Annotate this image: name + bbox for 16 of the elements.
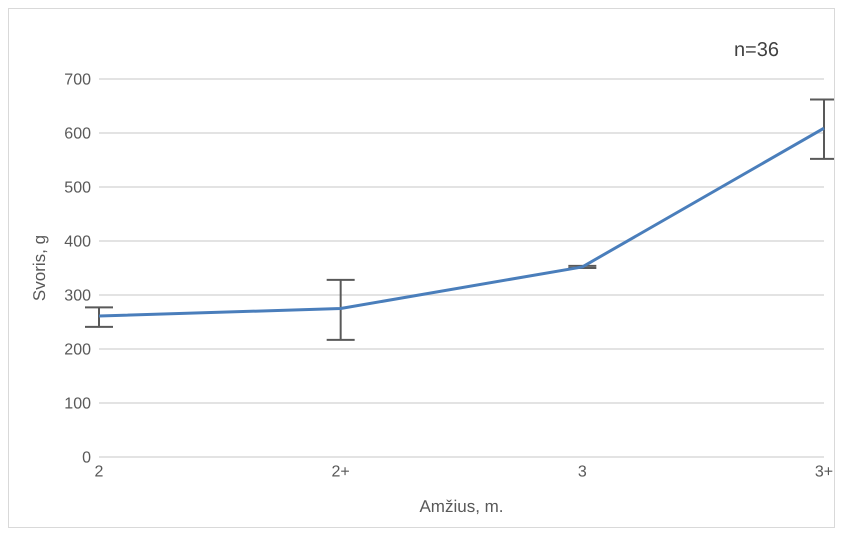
x-tick-label: 2 xyxy=(94,463,104,480)
y-tick-label: 500 xyxy=(64,180,92,197)
y-tick-label: 200 xyxy=(64,342,92,359)
x-tick-label: 3 xyxy=(578,463,587,480)
y-tick-label: 0 xyxy=(82,450,92,467)
y-tick-label: 300 xyxy=(64,288,92,305)
x-tick-label: 2+ xyxy=(332,463,350,480)
text: n=36 xyxy=(734,39,779,62)
y-tick-label: 100 xyxy=(64,396,92,413)
x-tick-label: 3+ xyxy=(814,463,834,480)
y-tick-label: 400 xyxy=(64,234,92,251)
y-axis-title: Svoris, g xyxy=(30,234,50,302)
y-tick-label: 600 xyxy=(64,126,92,143)
x-axis-title: Amžius, m. xyxy=(419,497,504,516)
y-tick-label: 700 xyxy=(64,72,92,89)
line-series xyxy=(98,126,826,318)
